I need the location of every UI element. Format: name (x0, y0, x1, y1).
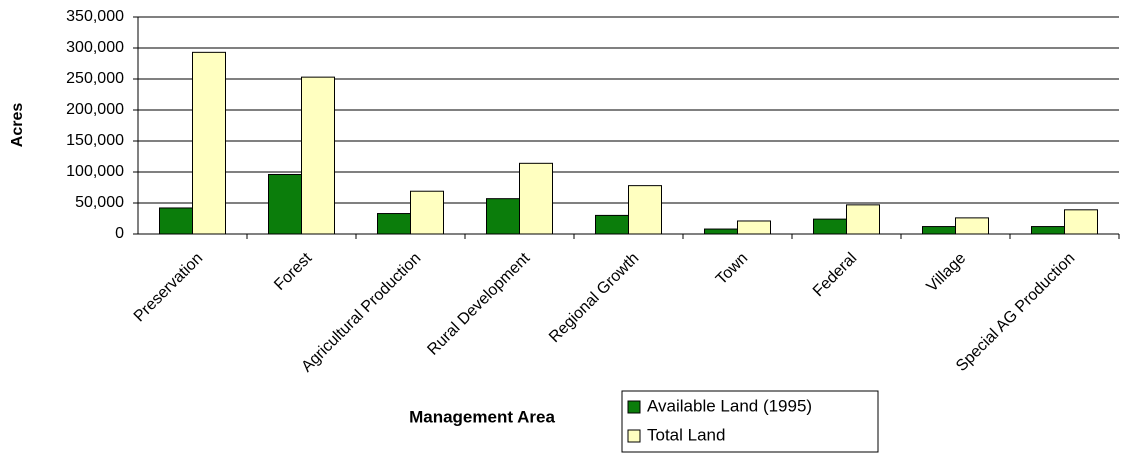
legend-label: Total Land (647, 425, 725, 444)
y-tick-label: 50,000 (75, 194, 124, 211)
y-tick-label: 100,000 (66, 163, 124, 180)
legend-swatch (627, 400, 641, 414)
bar (628, 185, 662, 235)
bar (519, 162, 553, 235)
x-tick-label: Forest (271, 249, 315, 293)
y-tick-label: 300,000 (66, 39, 124, 56)
x-tick-label: Town (713, 250, 751, 288)
legend-label: Available Land (1995) (647, 396, 812, 415)
bar (846, 204, 880, 235)
bar (595, 214, 629, 235)
y-tick-label: 0 (115, 225, 124, 242)
bar (704, 228, 738, 235)
bar (301, 76, 335, 235)
bar (159, 207, 193, 235)
bar (377, 213, 411, 235)
y-tick-label: 150,000 (66, 132, 124, 149)
y-axis-label: Acres (9, 103, 26, 148)
y-tick-label: 200,000 (66, 101, 124, 118)
bar (1031, 226, 1065, 235)
legend-box (621, 390, 879, 453)
x-tick-label: Special AG Production (953, 250, 1078, 375)
bar (486, 198, 520, 235)
legend-swatch (627, 429, 641, 443)
x-tick-label: Federal (810, 250, 860, 300)
x-tick-label: Regional Growth (546, 250, 642, 346)
bar (410, 190, 444, 235)
x-tick-label: Preservation (131, 250, 207, 326)
bar (813, 218, 847, 235)
y-tick-label: 250,000 (66, 70, 124, 87)
bar (922, 226, 956, 235)
bar (1064, 209, 1098, 235)
bar (955, 217, 989, 235)
bar (192, 51, 226, 235)
bar (737, 220, 771, 235)
bar (268, 173, 302, 235)
x-tick-label: Village (924, 250, 970, 296)
x-tick-label: Rural Development (424, 249, 533, 358)
x-axis-label: Management Area (409, 407, 555, 426)
y-tick-label: 350,000 (66, 8, 124, 25)
x-tick-label: Agricultural Production (298, 250, 424, 376)
